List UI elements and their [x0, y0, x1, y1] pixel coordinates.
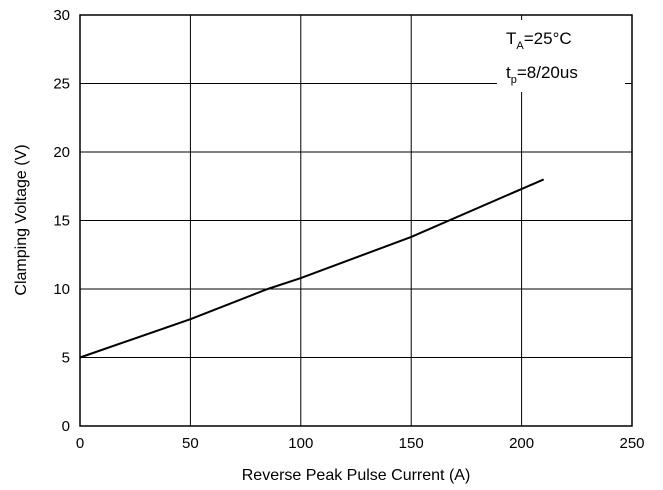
series-line-0	[79, 178, 545, 359]
annotation-box	[497, 20, 625, 92]
x-tick-label: 50	[182, 435, 199, 452]
y-tick-labels: 0 5 10 15 20 25 30	[53, 7, 70, 435]
annotation-ta: TA=25°C	[506, 29, 572, 52]
y-tick-label: 10	[53, 281, 70, 298]
series-layer	[79, 178, 545, 359]
y-axis-label: Clamping Voltage (V)	[13, 144, 30, 295]
x-tick-label: 100	[288, 435, 313, 452]
x-tick-label: 0	[76, 435, 84, 452]
x-tick-label: 200	[509, 435, 534, 452]
annotation-tp-value: =8/20us	[517, 63, 578, 82]
x-axis-label: Reverse Peak Pulse Current (A)	[242, 467, 471, 484]
y-tick-label: 20	[53, 144, 70, 161]
y-tick-label: 30	[53, 7, 70, 24]
y-tick-label: 25	[53, 76, 70, 93]
x-tick-label: 250	[619, 435, 644, 452]
y-tick-label: 5	[62, 350, 70, 367]
annotation-ta-subscript: A	[516, 40, 524, 52]
x-tick-labels: 0 50 100 150 200 250	[76, 435, 645, 452]
annotation-tp: tp=8/20us	[506, 63, 578, 86]
annotation-ta-value: =25°C	[524, 29, 572, 48]
annotation-ta-symbol: T	[506, 29, 516, 48]
x-tick-label: 150	[399, 435, 424, 452]
y-tick-label: 15	[53, 213, 70, 230]
grid	[79, 14, 633, 427]
annotation-tp-subscript: p	[511, 74, 517, 86]
y-tick-label: 0	[62, 418, 70, 435]
plot-frame	[79, 14, 633, 427]
annotation-tp-symbol: t	[506, 63, 511, 82]
